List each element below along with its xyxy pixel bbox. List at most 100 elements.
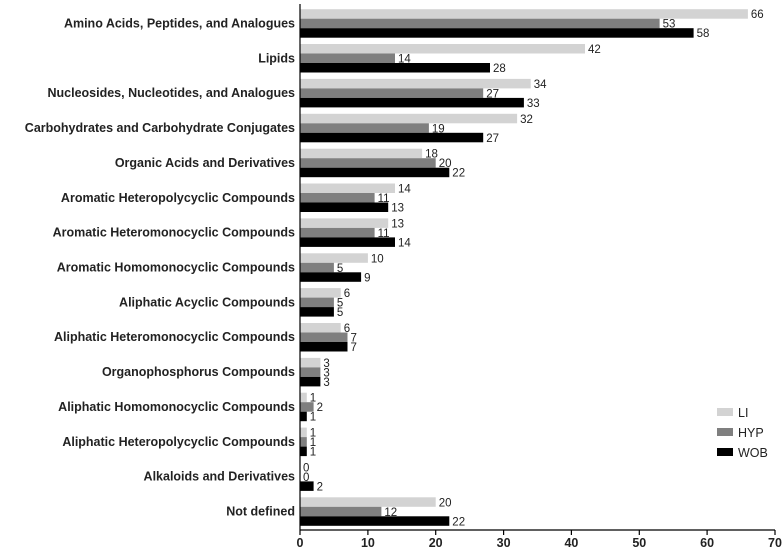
bar-li <box>300 357 321 368</box>
category-label: Aliphatic Homomonocyclic Compounds <box>58 400 295 414</box>
value-label-wob: 22 <box>452 516 465 528</box>
value-label-wob: 14 <box>398 237 411 249</box>
x-axis-ticks: 0 10 20 30 40 50 60 70 <box>297 530 782 549</box>
bar-hyp <box>300 158 436 168</box>
bar-li <box>300 427 307 438</box>
bar-li <box>300 323 341 333</box>
bar-li <box>300 78 531 89</box>
value-label-wob: 28 <box>493 63 506 75</box>
bar-wob <box>300 202 389 212</box>
value-label-hyp: 0 <box>303 472 309 484</box>
bar-wob <box>300 272 362 282</box>
bar-li <box>300 9 748 19</box>
category-label: Organophosphorus Compounds <box>102 365 295 379</box>
category-label: Alkaloids and Derivatives <box>144 470 296 484</box>
value-label-hyp: 12 <box>384 507 397 519</box>
category-label: Aromatic Homomonocyclic Compounds <box>57 261 295 275</box>
bar-wob <box>300 481 314 491</box>
bar-hyp <box>300 18 660 29</box>
value-label-hyp: 27 <box>486 88 499 100</box>
value-label-wob: 9 <box>364 272 370 284</box>
value-label-wob: 33 <box>527 98 540 110</box>
value-label-hyp: 5 <box>337 298 343 310</box>
bar-wob <box>300 516 450 526</box>
x-tick-label: 0 <box>297 536 304 549</box>
category-label: Amino Acids, Peptides, and Analogues <box>64 16 295 30</box>
bar-hyp <box>300 193 375 203</box>
value-label-hyp: 2 <box>317 402 323 414</box>
bar-li <box>300 253 368 263</box>
category-label: Aromatic Heteropolycyclic Compounds <box>61 191 295 205</box>
bar-li <box>300 148 423 159</box>
bar-li <box>300 218 389 228</box>
bar-hyp <box>300 297 334 308</box>
value-label-wob: 22 <box>452 168 465 180</box>
value-label-wob: 3 <box>323 377 329 389</box>
value-label-wob: 1 <box>310 412 316 424</box>
bar-wob <box>300 342 348 352</box>
value-label-wob: 5 <box>337 307 343 319</box>
bar-wob <box>300 376 321 387</box>
value-label-li: 32 <box>520 114 533 126</box>
value-label-hyp: 3 <box>323 367 329 379</box>
value-label-wob: 13 <box>391 203 404 215</box>
legend-label-wob: WOB <box>738 446 768 460</box>
x-tick-label: 20 <box>429 536 443 549</box>
value-label-hyp: 5 <box>337 263 343 275</box>
legend-swatch-hyp <box>717 428 733 436</box>
value-label-hyp: 19 <box>432 123 445 135</box>
value-label-hyp: 14 <box>398 54 411 66</box>
x-tick-label: 60 <box>700 536 714 549</box>
value-label-li: 1 <box>310 428 316 440</box>
bar-hyp <box>300 262 334 273</box>
bar-wob <box>300 307 334 317</box>
category-label: Aliphatic Heteropolycyclic Compounds <box>62 435 295 449</box>
value-label-li: 13 <box>391 218 404 230</box>
bar-li <box>300 392 307 403</box>
value-label-wob: 7 <box>351 342 357 354</box>
bar-hyp <box>300 88 484 98</box>
bar-hyp <box>300 506 382 517</box>
category-label: Nucleosides, Nucleotides, and Analogues <box>47 86 295 100</box>
x-tick-label: 30 <box>497 536 511 549</box>
bar-wob <box>300 63 490 73</box>
bar-wob <box>300 237 395 247</box>
value-label-li: 66 <box>751 9 764 21</box>
bar-hyp <box>300 227 375 238</box>
bar-hyp <box>300 123 429 133</box>
category-label: Lipids <box>258 51 295 65</box>
value-label-li: 0 <box>303 462 309 474</box>
value-label-hyp: 7 <box>351 333 357 345</box>
value-label-li: 18 <box>425 149 438 161</box>
value-label-hyp: 11 <box>378 193 390 205</box>
value-label-wob: 27 <box>486 133 499 145</box>
category-label: Carbohydrates and Carbohydrate Conjugate… <box>25 121 295 135</box>
value-label-li: 6 <box>344 323 350 335</box>
value-label-li: 3 <box>323 358 329 370</box>
value-label-li: 14 <box>398 184 411 196</box>
x-tick-label: 40 <box>564 536 578 549</box>
value-label-li: 1 <box>310 393 316 405</box>
bar-wob <box>300 28 694 38</box>
bar-wob <box>300 132 484 143</box>
bar-hyp <box>300 367 321 377</box>
bar-wob <box>300 97 524 108</box>
bar-li <box>300 497 436 507</box>
legend-swatch-wob <box>717 448 733 456</box>
value-label-hyp: 53 <box>663 19 676 31</box>
legend-label-hyp: HYP <box>738 426 764 440</box>
labels-layer: Amino Acids, Peptides, and Analogues6653… <box>25 9 764 528</box>
bar-wob <box>300 167 450 178</box>
bars-layer <box>300 9 748 526</box>
bar-hyp <box>300 402 314 412</box>
category-label: Aromatic Heteromonocyclic Compounds <box>53 226 295 240</box>
legend: LI HYP WOB <box>717 406 768 460</box>
bar-hyp <box>300 53 395 63</box>
category-label: Not defined <box>226 505 295 519</box>
value-label-hyp: 20 <box>439 158 452 170</box>
bar-hyp <box>300 332 348 342</box>
value-label-hyp: 1 <box>310 437 316 449</box>
category-label: Organic Acids and Derivatives <box>115 156 295 170</box>
value-label-li: 10 <box>371 253 384 265</box>
